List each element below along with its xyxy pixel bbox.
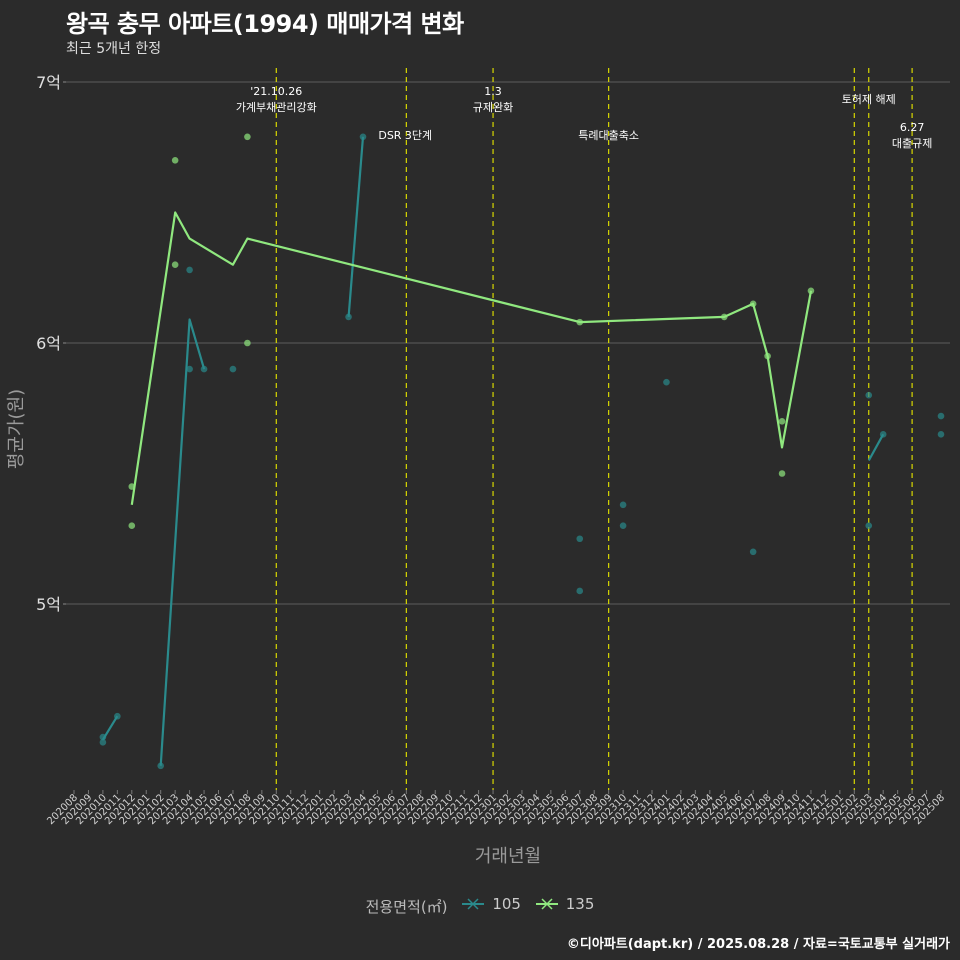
chart-title: 왕곡 충무 아파트(1994) 매매가격 변화 (66, 10, 464, 38)
series-line-105 (347, 136, 365, 317)
data-point-105 (879, 431, 887, 438)
data-point-135 (764, 352, 771, 360)
data-point-105 (576, 587, 584, 595)
legend-title: 전용면적(㎡) (365, 898, 448, 916)
data-point-135 (749, 300, 757, 308)
event-label: 규제완화 (473, 101, 513, 114)
legend-item-105: 105 (460, 895, 521, 913)
data-point-135 (128, 483, 136, 490)
event-label: 특례대출축소 (578, 129, 639, 142)
legend-key-105 (460, 896, 486, 912)
data-point-135 (171, 157, 179, 164)
x-axis-title: 거래년월 (475, 846, 541, 867)
legend-key-135 (534, 896, 560, 912)
event-label: 1.3 (484, 85, 502, 98)
data-point-105 (576, 535, 584, 543)
legend-item-135: 135 (534, 895, 595, 913)
data-point-135 (171, 261, 179, 269)
event-label: 토허제 해제 (842, 92, 896, 106)
data-point-135 (720, 313, 728, 321)
chart-caption: ©디아파트(dapt.kr) / 2025.08.28 / 자료=국토교통부 실… (566, 937, 950, 952)
legend-label-105: 105 (492, 895, 521, 913)
data-point-135 (807, 287, 815, 295)
series-line-105 (867, 433, 885, 462)
data-point-105 (99, 739, 107, 746)
data-point-105 (186, 365, 193, 373)
data-point-105 (99, 733, 107, 741)
data-point-135 (244, 339, 251, 347)
y-tick-label: 7억 (36, 73, 61, 92)
series-line-105 (159, 318, 206, 766)
data-point-105 (937, 412, 945, 420)
chart-subtitle: 최근 5개년 한정 (66, 41, 162, 57)
event-label: 가계부채관리강화 (236, 101, 317, 114)
data-point-135 (244, 133, 251, 141)
y-axis-title: 평균가(원) (6, 389, 27, 469)
series-line-135 (130, 211, 813, 505)
data-point-135 (778, 418, 786, 425)
data-point-105 (619, 522, 627, 529)
data-point-105 (229, 365, 237, 373)
data-point-105 (619, 501, 627, 509)
data-point-105 (749, 548, 757, 556)
legend-label-135: 135 (565, 895, 595, 913)
data-point-105 (114, 712, 121, 720)
legend: 전용면적(㎡) 105 135 (0, 895, 960, 917)
data-point-105 (937, 431, 945, 438)
event-label: 대출규제 (892, 137, 932, 150)
event-label: 6.27 (900, 121, 925, 134)
data-point-105 (200, 365, 208, 373)
data-point-105 (865, 522, 873, 529)
data-point-105 (663, 378, 670, 386)
data-point-105 (345, 313, 352, 321)
y-tick-label: 6억 (36, 334, 61, 353)
event-label: DSR 3단계 (378, 129, 432, 142)
data-point-135 (778, 470, 786, 477)
data-point-105 (865, 391, 873, 399)
data-point-105 (359, 133, 367, 141)
data-point-105 (186, 266, 193, 274)
data-point-105 (157, 762, 164, 770)
data-point-135 (128, 522, 136, 529)
event-label: '21.10.26 (250, 85, 302, 98)
data-point-135 (576, 318, 584, 326)
y-tick-label: 5억 (36, 595, 61, 614)
